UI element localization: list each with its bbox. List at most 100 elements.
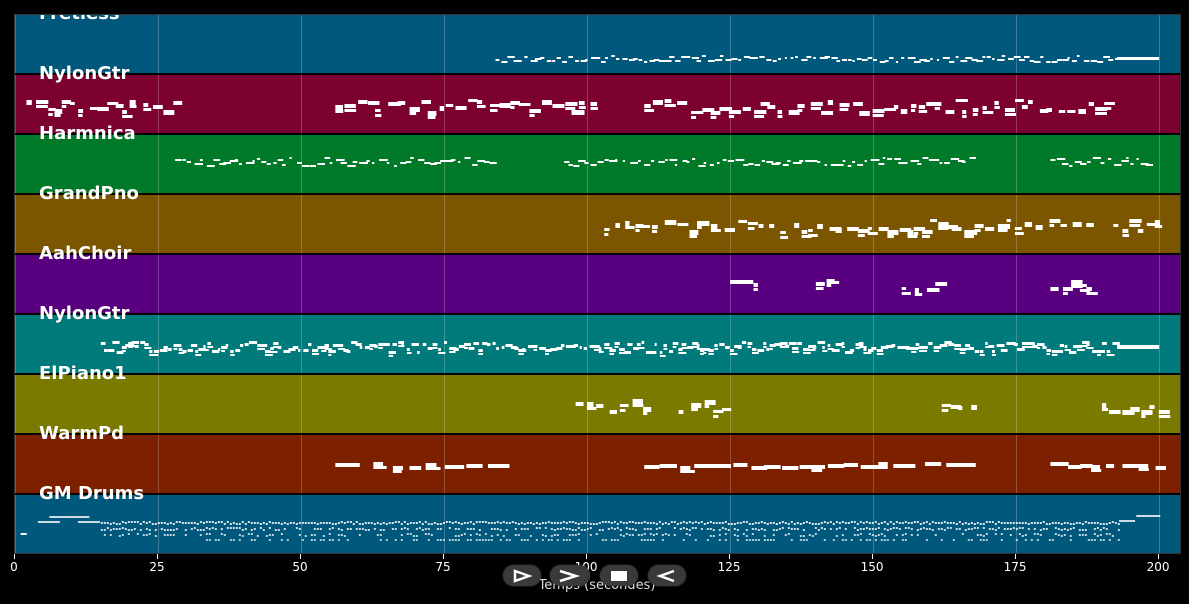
note [1069, 165, 1073, 167]
note [520, 539, 523, 541]
note [1000, 349, 1008, 352]
note [523, 528, 526, 530]
note [710, 116, 717, 119]
track-elpiano1[interactable]: ElPiano1 [15, 364, 1180, 433]
note [640, 539, 643, 541]
note [1126, 157, 1129, 159]
note [134, 345, 139, 348]
note [154, 529, 157, 531]
note [1071, 280, 1083, 285]
note [190, 344, 198, 347]
grid-line [873, 435, 875, 493]
note [1058, 110, 1066, 113]
note [1066, 529, 1069, 531]
note [109, 529, 112, 531]
track-grandpno[interactable]: GrandPno [15, 184, 1180, 253]
note [478, 529, 481, 531]
note [820, 522, 823, 524]
note [632, 404, 644, 407]
note [364, 522, 367, 524]
note [803, 348, 810, 351]
note [945, 225, 959, 229]
note [598, 522, 601, 524]
note [939, 344, 948, 347]
note [457, 535, 460, 537]
note [478, 353, 483, 355]
track-gm-drums[interactable]: GM Drums [15, 484, 1180, 553]
note [814, 527, 817, 529]
note [48, 113, 53, 116]
note [853, 102, 863, 106]
note [472, 523, 475, 525]
note [904, 539, 907, 541]
grid-line [158, 135, 159, 193]
note [175, 521, 178, 523]
grid-line [15, 195, 16, 253]
note [976, 522, 979, 524]
note [244, 528, 247, 530]
note [544, 535, 547, 537]
track-label: WarmPd [39, 423, 125, 444]
note [151, 523, 154, 525]
grid-line [444, 15, 446, 73]
note [961, 161, 966, 163]
grid-line [301, 375, 303, 433]
note [880, 539, 883, 541]
track-fretless[interactable]: Fretless [15, 15, 1180, 73]
note [1106, 354, 1115, 356]
note-layer [335, 462, 1166, 473]
note [899, 228, 912, 232]
note [698, 165, 706, 167]
note [646, 539, 649, 541]
note [714, 344, 718, 347]
note [650, 160, 655, 162]
note [883, 539, 886, 541]
note [196, 523, 199, 525]
note [1013, 343, 1018, 346]
note [946, 522, 949, 524]
piano-roll-plot[interactable]: FretlessNylonGtrHarmnicaGrandPnoAahChoir… [14, 14, 1181, 554]
note [569, 345, 576, 348]
play-button[interactable] [503, 565, 541, 586]
note [747, 346, 751, 348]
note [560, 344, 565, 347]
note [1046, 349, 1052, 352]
note [349, 528, 352, 530]
note [644, 109, 655, 112]
note [1105, 533, 1108, 535]
note [643, 61, 648, 63]
note [865, 527, 868, 529]
note [168, 348, 172, 351]
note [971, 405, 977, 410]
note [289, 522, 292, 524]
note [1076, 345, 1083, 348]
note [556, 522, 559, 524]
grid-line [587, 255, 589, 313]
note [1004, 108, 1015, 112]
note [48, 108, 56, 111]
track-harmnica[interactable]: Harmnica [15, 124, 1180, 193]
rewind-button[interactable] [648, 565, 686, 586]
note [575, 402, 584, 406]
note [145, 534, 148, 536]
track-aahchoir[interactable]: AahChoir [15, 244, 1180, 313]
note [529, 535, 532, 537]
note [415, 539, 418, 541]
track-nylongtr[interactable]: NylonGtr [15, 304, 1180, 373]
note [1158, 410, 1170, 414]
stop-button[interactable] [600, 565, 638, 586]
note [1113, 224, 1119, 227]
note [208, 539, 211, 541]
note [121, 346, 127, 349]
fast-forward-button[interactable] [550, 565, 590, 586]
note [211, 521, 214, 523]
note [883, 521, 886, 523]
grid-line [444, 435, 446, 493]
note [697, 226, 702, 229]
track-nylongtr[interactable]: NylonGtr [15, 64, 1180, 133]
track-warmpd[interactable]: WarmPd [15, 424, 1180, 493]
note [787, 523, 790, 525]
note [481, 539, 484, 541]
note [595, 523, 598, 525]
note [54, 114, 61, 117]
